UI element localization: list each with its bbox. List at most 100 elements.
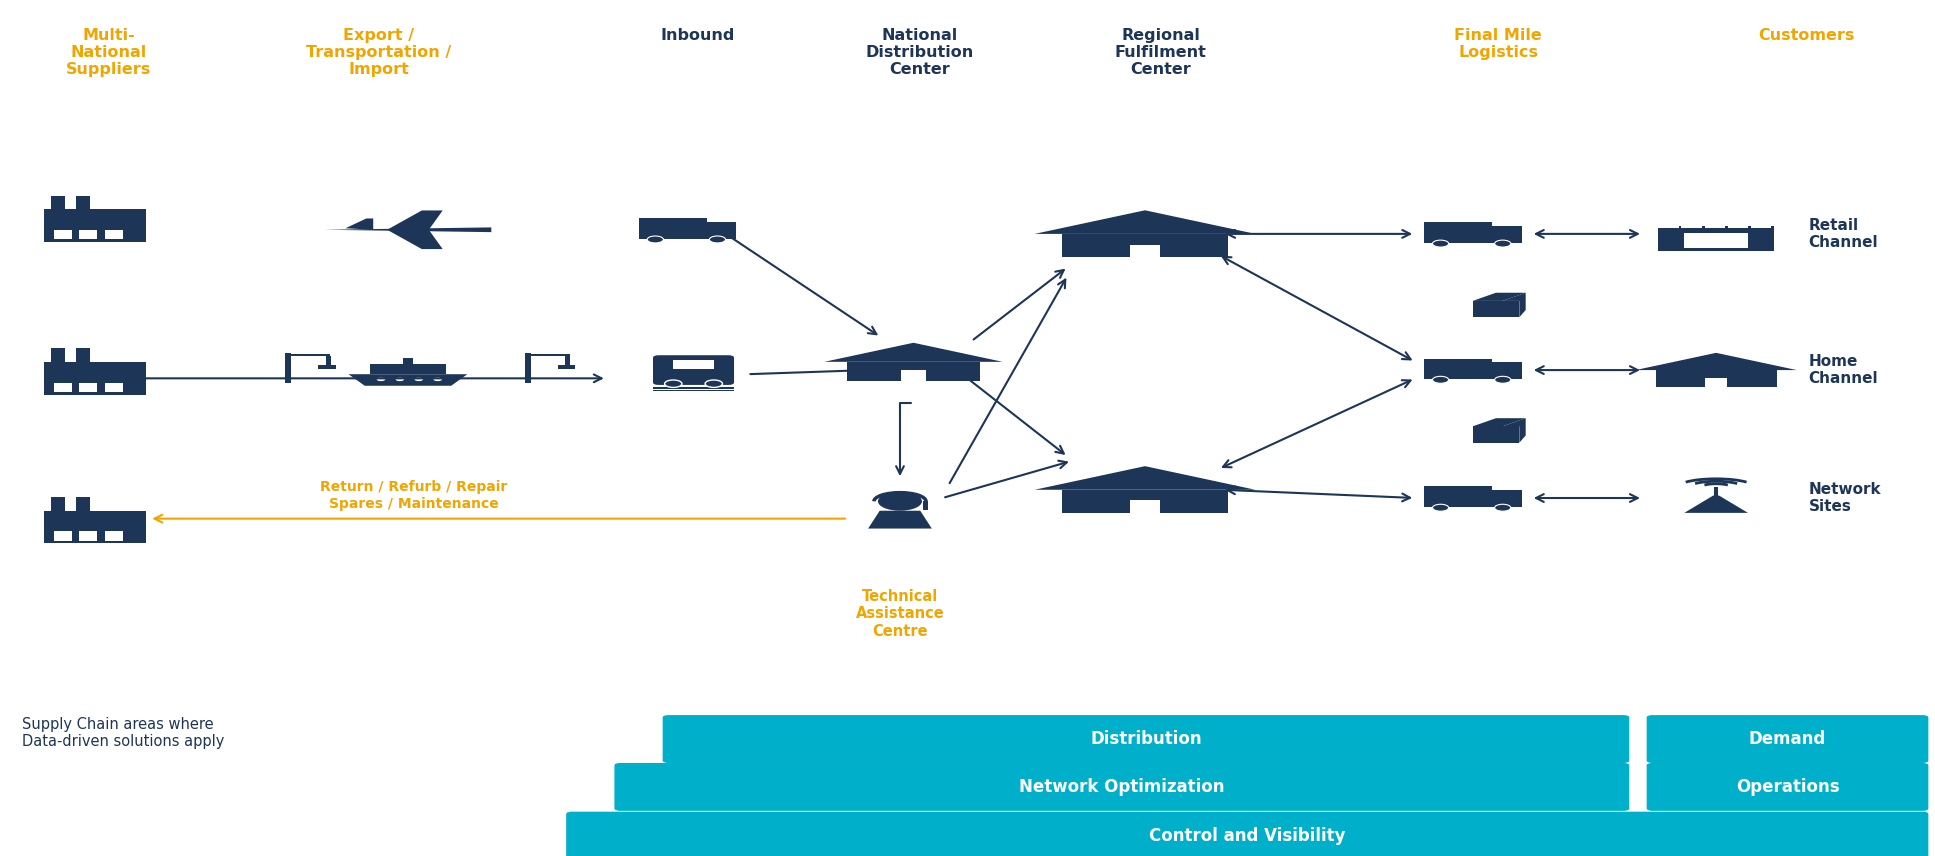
FancyBboxPatch shape xyxy=(902,371,927,381)
FancyBboxPatch shape xyxy=(1656,370,1776,387)
Circle shape xyxy=(664,380,681,388)
FancyBboxPatch shape xyxy=(79,230,97,240)
FancyBboxPatch shape xyxy=(54,383,72,392)
FancyBboxPatch shape xyxy=(75,497,91,512)
Circle shape xyxy=(1432,377,1449,383)
FancyBboxPatch shape xyxy=(1130,501,1161,514)
Text: Inbound: Inbound xyxy=(660,27,735,43)
FancyBboxPatch shape xyxy=(1492,362,1521,379)
FancyBboxPatch shape xyxy=(75,348,91,363)
Circle shape xyxy=(1494,377,1511,383)
Circle shape xyxy=(377,377,385,381)
Text: Return / Refurb / Repair
Spares / Maintenance: Return / Refurb / Repair Spares / Mainte… xyxy=(319,480,507,511)
FancyBboxPatch shape xyxy=(54,230,72,240)
FancyBboxPatch shape xyxy=(104,230,122,240)
FancyBboxPatch shape xyxy=(284,353,292,383)
FancyBboxPatch shape xyxy=(923,502,927,510)
Circle shape xyxy=(710,236,726,243)
FancyBboxPatch shape xyxy=(565,356,571,367)
Polygon shape xyxy=(1035,211,1256,234)
FancyBboxPatch shape xyxy=(1714,487,1718,496)
FancyBboxPatch shape xyxy=(1705,223,1724,228)
FancyBboxPatch shape xyxy=(104,383,122,392)
Circle shape xyxy=(395,377,404,381)
FancyBboxPatch shape xyxy=(104,532,122,540)
FancyBboxPatch shape xyxy=(639,218,706,239)
Polygon shape xyxy=(869,511,933,528)
FancyBboxPatch shape xyxy=(50,196,66,211)
FancyBboxPatch shape xyxy=(1130,245,1161,258)
Circle shape xyxy=(704,380,722,388)
Circle shape xyxy=(1432,241,1449,247)
Text: Network
Sites: Network Sites xyxy=(1809,482,1881,514)
FancyBboxPatch shape xyxy=(75,196,91,211)
Text: Operations: Operations xyxy=(1736,778,1840,796)
Text: Multi-
National
Suppliers: Multi- National Suppliers xyxy=(66,27,151,77)
FancyBboxPatch shape xyxy=(79,532,97,540)
FancyBboxPatch shape xyxy=(1062,490,1229,514)
FancyBboxPatch shape xyxy=(402,358,414,364)
FancyBboxPatch shape xyxy=(1424,486,1492,508)
FancyBboxPatch shape xyxy=(50,497,66,512)
FancyBboxPatch shape xyxy=(1473,301,1519,318)
Text: National
Distribution
Center: National Distribution Center xyxy=(865,27,973,77)
Polygon shape xyxy=(1502,419,1525,443)
Text: Retail
Channel: Retail Channel xyxy=(1809,217,1879,250)
Circle shape xyxy=(1432,504,1449,511)
FancyBboxPatch shape xyxy=(1705,377,1728,387)
Text: Home
Channel: Home Channel xyxy=(1809,354,1879,386)
FancyBboxPatch shape xyxy=(1658,227,1774,251)
FancyBboxPatch shape xyxy=(662,715,1629,763)
Polygon shape xyxy=(1502,293,1525,318)
FancyBboxPatch shape xyxy=(652,355,733,385)
FancyBboxPatch shape xyxy=(557,365,575,369)
Text: Demand: Demand xyxy=(1749,730,1827,748)
Polygon shape xyxy=(387,211,443,229)
FancyBboxPatch shape xyxy=(1728,223,1747,228)
FancyBboxPatch shape xyxy=(1492,226,1521,243)
FancyBboxPatch shape xyxy=(524,354,569,356)
FancyBboxPatch shape xyxy=(1647,763,1929,811)
FancyBboxPatch shape xyxy=(45,510,147,544)
FancyBboxPatch shape xyxy=(706,222,737,239)
Polygon shape xyxy=(387,229,443,249)
FancyBboxPatch shape xyxy=(1682,223,1701,228)
FancyBboxPatch shape xyxy=(524,353,530,383)
FancyBboxPatch shape xyxy=(79,383,97,392)
FancyBboxPatch shape xyxy=(848,362,981,381)
Circle shape xyxy=(878,492,921,511)
FancyBboxPatch shape xyxy=(652,389,733,391)
Circle shape xyxy=(1494,241,1511,247)
Text: Network Optimization: Network Optimization xyxy=(1020,778,1225,796)
FancyBboxPatch shape xyxy=(45,210,147,242)
Polygon shape xyxy=(1683,496,1747,513)
FancyBboxPatch shape xyxy=(1751,223,1771,228)
Polygon shape xyxy=(348,374,468,386)
FancyBboxPatch shape xyxy=(284,354,331,356)
Polygon shape xyxy=(325,228,491,232)
FancyBboxPatch shape xyxy=(1492,490,1521,508)
FancyBboxPatch shape xyxy=(1683,233,1747,247)
Text: Export /
Transportation /
Import: Export / Transportation / Import xyxy=(306,27,451,77)
Text: Control and Visibility: Control and Visibility xyxy=(1149,827,1345,845)
Circle shape xyxy=(433,377,441,381)
Polygon shape xyxy=(1473,419,1525,426)
Text: Customers: Customers xyxy=(1759,27,1856,43)
FancyBboxPatch shape xyxy=(567,811,1929,856)
FancyBboxPatch shape xyxy=(673,360,714,369)
Circle shape xyxy=(414,377,424,381)
Circle shape xyxy=(646,236,664,243)
FancyBboxPatch shape xyxy=(1424,223,1492,243)
Polygon shape xyxy=(1635,353,1798,370)
Text: Technical
Assistance
Centre: Technical Assistance Centre xyxy=(855,589,944,639)
FancyBboxPatch shape xyxy=(50,348,66,363)
FancyBboxPatch shape xyxy=(45,362,147,395)
FancyBboxPatch shape xyxy=(1647,715,1929,763)
Text: Supply Chain areas where
Data-driven solutions apply: Supply Chain areas where Data-driven sol… xyxy=(21,717,224,750)
FancyBboxPatch shape xyxy=(1473,426,1519,443)
Text: Regional
Fulfilment
Center: Regional Fulfilment Center xyxy=(1115,27,1206,77)
Text: Final Mile
Logistics: Final Mile Logistics xyxy=(1455,27,1542,60)
Polygon shape xyxy=(824,342,1002,362)
FancyBboxPatch shape xyxy=(615,763,1629,811)
FancyBboxPatch shape xyxy=(370,364,445,374)
